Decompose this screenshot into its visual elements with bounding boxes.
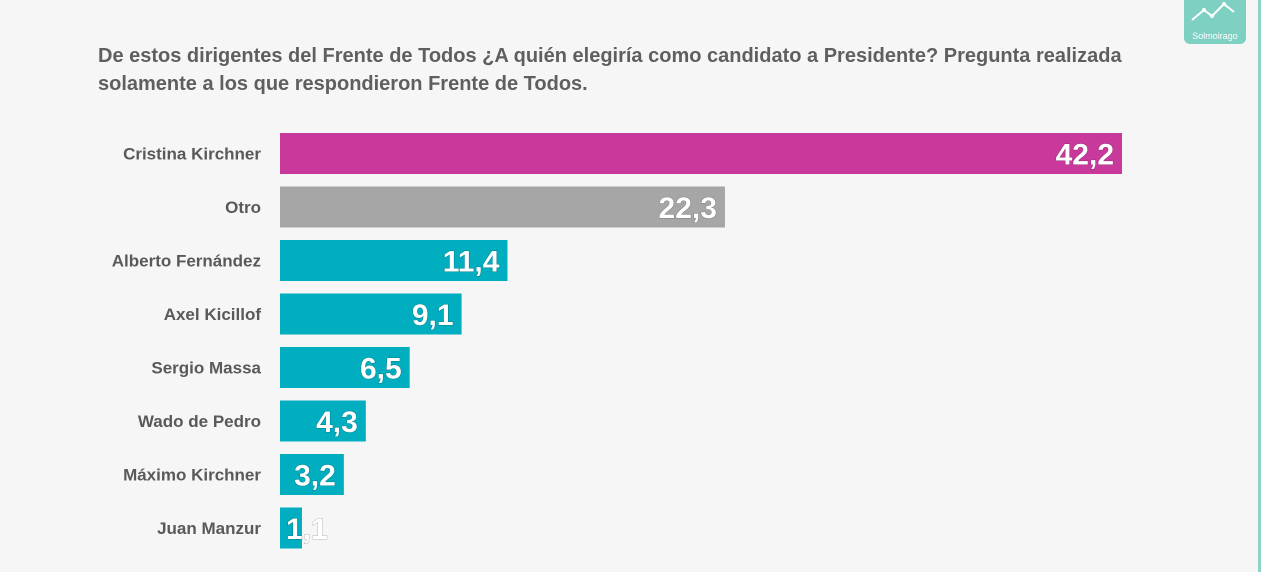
bar-1 — [280, 186, 725, 228]
trend-line-icon — [1191, 2, 1235, 21]
value-label: 42,2 — [1056, 139, 1114, 172]
bar-5 — [280, 400, 366, 442]
bar-7 — [280, 507, 302, 549]
brand-logo: Solmoirago — [1184, 0, 1246, 44]
value-label: 11,4 — [443, 246, 500, 279]
value-label: 22,3 — [659, 192, 717, 225]
category-label: Otro — [225, 198, 261, 217]
category-label: Alberto Fernández — [112, 252, 261, 271]
value-label: 6,5 — [360, 353, 402, 386]
bar-6 — [280, 454, 344, 495]
value-label: 3,2 — [294, 460, 336, 493]
value-label: 1,1 — [286, 513, 328, 546]
value-label: 9,1 — [412, 299, 454, 332]
bar-3 — [280, 293, 462, 335]
category-label: Cristina Kirchner — [123, 145, 261, 164]
bar-4 — [280, 347, 410, 388]
bar-0 — [280, 133, 1122, 174]
right-accent-border — [1258, 0, 1261, 572]
bar-2 — [280, 240, 508, 281]
category-label: Máximo Kirchner — [123, 466, 261, 485]
value-label: 4,3 — [316, 406, 358, 439]
category-label: Axel Kicillof — [164, 305, 262, 324]
brand-logo-text: Solmoirago — [1192, 31, 1238, 41]
category-label: Wado de Pedro — [138, 412, 261, 431]
category-label: Juan Manzur — [157, 519, 261, 538]
category-label: Sergio Massa — [151, 359, 261, 378]
chart-title: De estos dirigentes del Frente de Todos … — [98, 45, 1122, 95]
